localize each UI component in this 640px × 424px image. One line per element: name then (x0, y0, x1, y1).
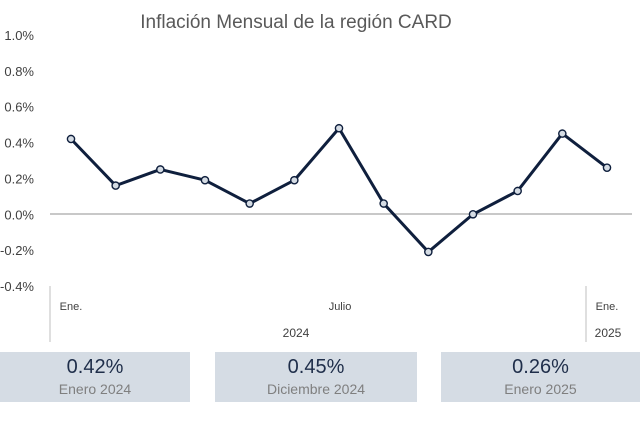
summary-card-enero-2024: 0.42% Enero 2024 (0, 352, 190, 402)
y-tick-label: 1.0% (4, 28, 34, 43)
chart-title: Inflación Mensual de la región CARD (140, 12, 452, 33)
y-tick-label: 0.4% (4, 136, 34, 151)
data-point (379, 199, 388, 208)
data-point (156, 165, 165, 174)
card-label: Enero 2025 (504, 381, 577, 397)
y-tick-label: -0.4% (0, 279, 34, 294)
y-tick-label: -0.2% (0, 243, 34, 258)
card-value: 0.45% (287, 356, 345, 378)
y-tick-label: 0.2% (4, 171, 34, 186)
card-label: Diciembre 2024 (266, 381, 366, 397)
inflation-line-chart: Inflación Mensual de la región CARD 1.0%… (0, 12, 632, 342)
summary-card-enero-2025: 0.26% Enero 2025 (441, 352, 640, 402)
x-group-label-2024: 2024 (283, 326, 310, 340)
x-group-label-2025: 2025 (595, 326, 622, 340)
data-point (290, 175, 299, 185)
card-label: Enero 2024 (58, 381, 132, 397)
data-point (424, 247, 433, 257)
summary-cards: 0.42% Enero 2024 0.45% Diciembre 2024 0.… (0, 352, 640, 402)
summary-card-diciembre-2024: 0.45% Diciembre 2024 (215, 352, 417, 402)
x-tick-label-julio: Julio (329, 301, 352, 313)
x-tick-label-ene-2025: Ene. (596, 301, 619, 313)
data-point (558, 129, 567, 138)
data-point (513, 186, 522, 196)
card-value: 0.26% (512, 356, 569, 378)
x-tick-label-ene-2024: Ene. (60, 301, 83, 313)
data-point (111, 181, 120, 190)
data-point (200, 175, 210, 185)
data-point (334, 123, 344, 133)
y-tick-label: 0.6% (4, 100, 34, 115)
y-tick-label: 0.0% (4, 207, 34, 222)
inflation-series-line (69, 126, 608, 254)
data-point (66, 134, 76, 144)
y-tick-label: 0.8% (4, 64, 34, 79)
data-point (468, 209, 478, 219)
data-point (602, 163, 612, 172)
card-value: 0.42% (66, 356, 124, 378)
data-point (245, 199, 254, 208)
